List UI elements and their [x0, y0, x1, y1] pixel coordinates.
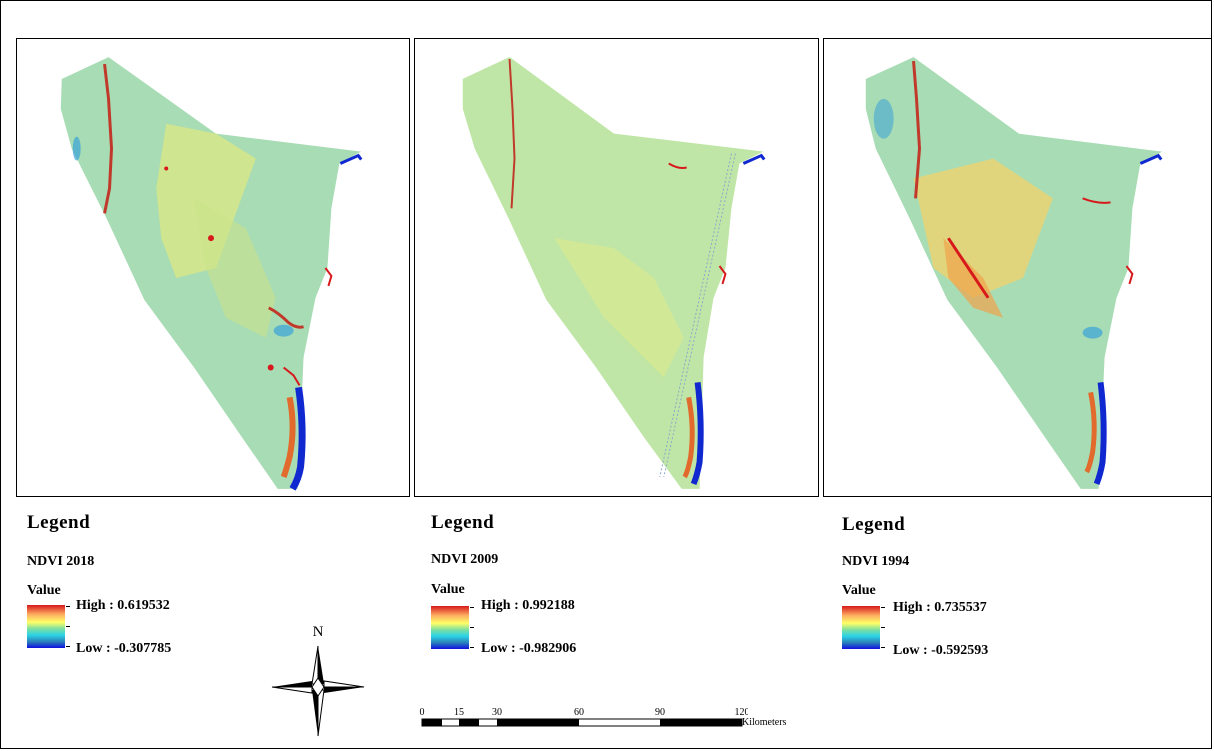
ramp-tick — [470, 607, 474, 608]
ramp-high-label: High : 0.735537 — [893, 600, 987, 615]
scale-tick-label: 30 — [492, 707, 502, 718]
scale-bar: 0 15 30 60 90 120 Kilometers — [418, 702, 787, 732]
legend-title: Legend — [27, 512, 91, 533]
legend-value-label: Value — [27, 583, 61, 598]
scale-tick-label: 15 — [454, 707, 464, 718]
legend-title: Legend — [842, 514, 906, 535]
ndvi-raster-2018 — [60, 57, 363, 491]
ramp-tick — [66, 626, 70, 627]
ramp-tick — [66, 646, 70, 647]
legend-value-label: Value — [431, 582, 465, 597]
legend-layer-name: NDVI 2018 — [27, 554, 95, 569]
ramp-low-label: Low : -0.592593 — [893, 643, 989, 658]
ramp-high-label: High : 0.619532 — [76, 598, 170, 613]
color-ramp — [431, 606, 469, 649]
ramp-tick — [881, 647, 885, 648]
scale-tick-label: 90 — [655, 707, 665, 718]
map-frame-ndvi-2009 — [414, 38, 819, 497]
ramp-tick — [470, 627, 474, 628]
ramp-tick — [881, 627, 885, 628]
scale-tick-label: 0 — [420, 707, 425, 718]
ramp-tick — [881, 607, 885, 608]
ramp-high-label: High : 0.992188 — [481, 598, 575, 613]
ndvi-raster-2009 — [462, 57, 766, 489]
map-frame-ndvi-2018 — [16, 38, 410, 497]
map-frame-ndvi-1994 — [823, 38, 1212, 497]
legend-layer-name: NDVI 2009 — [431, 552, 499, 567]
ramp-tick — [470, 647, 474, 648]
legend-value-label: Value — [842, 583, 876, 598]
color-ramp — [842, 606, 880, 649]
compass-icon: N — [271, 624, 365, 737]
ndvi-raster-1994 — [865, 57, 1163, 489]
scale-tick-label: 60 — [574, 707, 584, 718]
ramp-tick — [66, 606, 70, 607]
scale-tick-label: 120 — [735, 707, 749, 718]
scale-units-label: Kilometers — [742, 717, 787, 728]
ramp-low-label: Low : -0.982906 — [481, 641, 577, 656]
ramp-low-label: Low : -0.307785 — [76, 641, 172, 656]
north-arrow: N — [270, 622, 366, 740]
north-label: N — [313, 624, 324, 640]
color-ramp — [27, 605, 65, 648]
legend-layer-name: NDVI 1994 — [842, 554, 910, 569]
legend-title: Legend — [431, 512, 495, 533]
